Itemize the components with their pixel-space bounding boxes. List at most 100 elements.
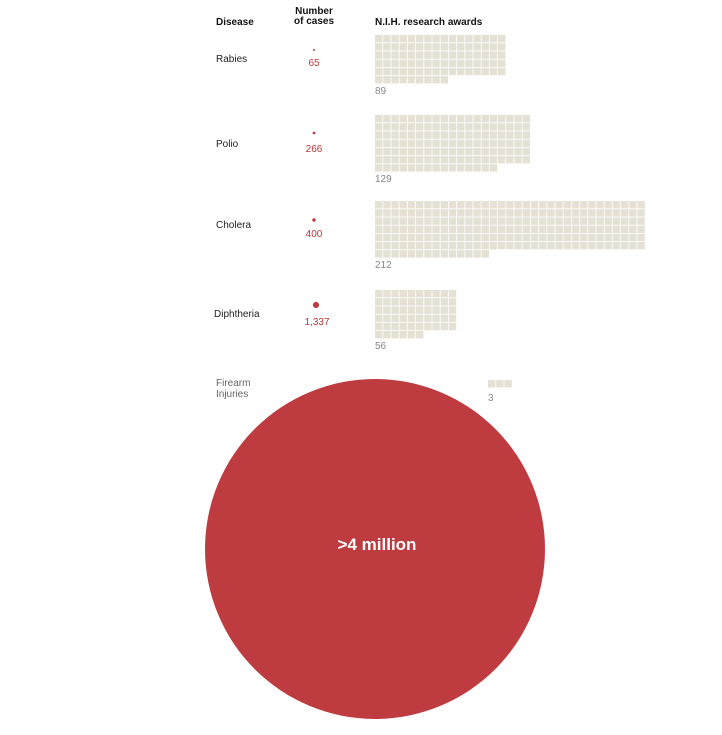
award-square: [440, 67, 448, 76]
award-square: [416, 35, 424, 43]
disease-name: Polio: [216, 139, 239, 150]
award-square: [407, 51, 416, 59]
award-square: [514, 225, 522, 233]
award-square: [522, 242, 530, 250]
award-square: [473, 233, 481, 242]
award-square: [498, 209, 506, 217]
award-square: [440, 290, 448, 298]
award-square: [637, 217, 645, 225]
award-square: [522, 201, 530, 209]
award-square: [555, 209, 563, 217]
award-square: [448, 242, 457, 250]
award-square: [407, 209, 416, 217]
award-square: [580, 242, 588, 250]
award-square: [481, 250, 489, 258]
award-square: [407, 164, 416, 172]
award-square: [457, 43, 465, 51]
award-square: [407, 250, 416, 258]
award-square: [448, 201, 457, 209]
award-square: [457, 59, 465, 67]
case-value: 1,337: [304, 317, 329, 328]
award-square: [432, 290, 440, 298]
award-square: [580, 201, 588, 209]
award-square: [522, 225, 530, 233]
award-square: [637, 233, 645, 242]
award-square: [416, 43, 424, 51]
award-square: [383, 290, 391, 298]
award-square: [498, 131, 506, 139]
award-square: [637, 209, 645, 217]
award-square: [407, 139, 416, 147]
award-square: [498, 217, 506, 225]
award-square: [440, 233, 448, 242]
award-square: [440, 314, 448, 322]
disease-name-line: Firearm: [216, 378, 250, 389]
award-square: [473, 35, 481, 43]
award-square: [416, 156, 424, 164]
award-square: [555, 217, 563, 225]
award-square: [448, 123, 457, 131]
award-square: [383, 306, 391, 314]
header-cases-line1: Number: [295, 6, 333, 17]
award-square: [506, 233, 514, 242]
award-square: [530, 225, 539, 233]
award-value: 56: [375, 341, 387, 352]
award-square: [612, 225, 621, 233]
case-dot: [312, 301, 320, 309]
award-square: [424, 306, 432, 314]
award-square: [383, 209, 391, 217]
award-square: [514, 115, 522, 123]
award-square: [424, 290, 432, 298]
award-square: [473, 242, 481, 250]
award-square: [432, 115, 440, 123]
award-square: [440, 164, 448, 172]
award-square: [391, 209, 399, 217]
award-square: [424, 217, 432, 225]
award-square: [424, 147, 432, 156]
award-value: 129: [375, 174, 392, 185]
award-square: [375, 164, 383, 172]
award-square: [424, 322, 432, 331]
award-square: [580, 233, 588, 242]
award-square: [375, 298, 383, 306]
award-square: [407, 242, 416, 250]
award-square: [621, 209, 629, 217]
award-square: [391, 123, 399, 131]
award-square: [391, 131, 399, 139]
award-square: [399, 147, 407, 156]
award-square: [432, 51, 440, 59]
award-square: [489, 123, 498, 131]
award-square: [481, 51, 489, 59]
award-square: [383, 123, 391, 131]
award-square: [596, 242, 604, 250]
award-square: [457, 131, 465, 139]
award-square: [629, 225, 637, 233]
award-square: [522, 217, 530, 225]
award-square: [407, 331, 416, 339]
award-square: [440, 115, 448, 123]
award-square: [391, 225, 399, 233]
award-square: [530, 209, 539, 217]
award-square: [457, 217, 465, 225]
award-square: [424, 123, 432, 131]
award-square: [440, 217, 448, 225]
award-square: [440, 225, 448, 233]
award-square: [407, 59, 416, 67]
award-square: [465, 242, 473, 250]
award-square: [391, 233, 399, 242]
award-square: [440, 156, 448, 164]
award-square: [375, 306, 383, 314]
case-dot: [312, 131, 316, 135]
award-square: [596, 225, 604, 233]
award-square: [473, 225, 481, 233]
award-square: [637, 242, 645, 250]
award-square: [399, 290, 407, 298]
award-square: [498, 201, 506, 209]
award-square: [416, 331, 424, 339]
award-square: [465, 59, 473, 67]
award-square: [489, 242, 498, 250]
award-square: [399, 139, 407, 147]
award-square: [498, 123, 506, 131]
award-square: [407, 67, 416, 76]
award-square: [383, 131, 391, 139]
